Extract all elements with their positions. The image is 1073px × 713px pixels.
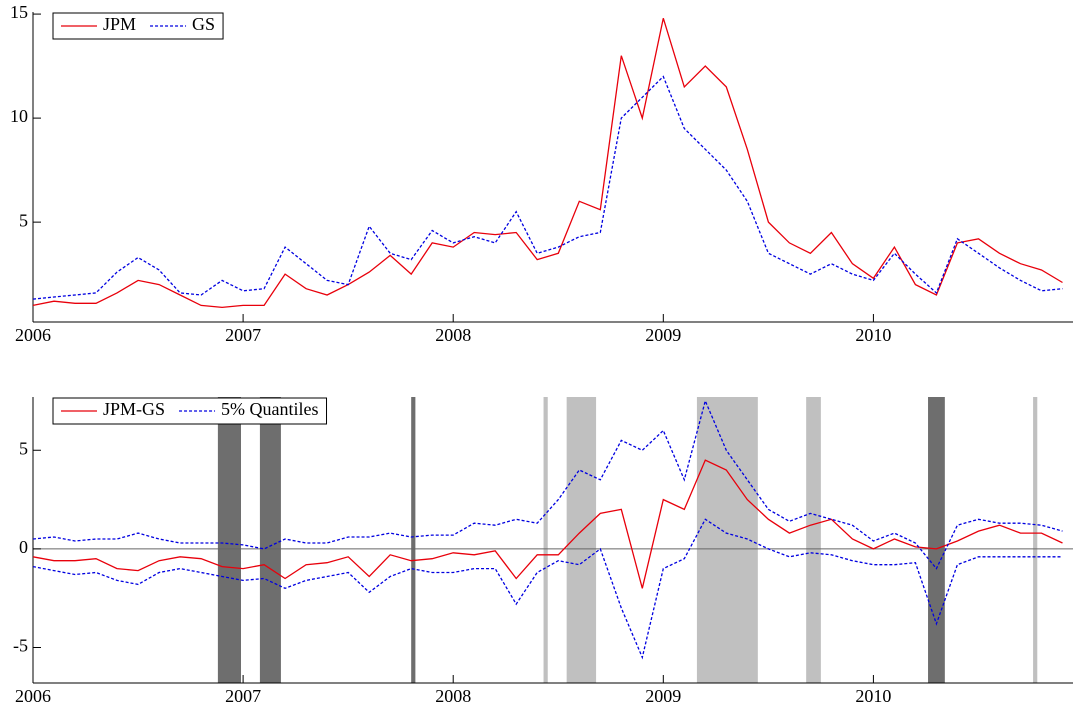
shaded-region <box>259 397 281 683</box>
y-tick-label: 15 <box>10 2 28 22</box>
x-tick-label: 2008 <box>435 686 471 706</box>
series-line <box>32 75 1063 300</box>
y-tick-label: -5 <box>13 636 28 656</box>
x-tick-label: 2007 <box>225 325 261 345</box>
series-line <box>32 459 1063 589</box>
x-tick-label: 2006 <box>15 686 51 706</box>
x-tick-label: 2008 <box>435 325 471 345</box>
x-tick-label: 2009 <box>645 686 681 706</box>
series-line <box>32 398 1063 570</box>
series-line <box>32 18 1063 309</box>
x-tick-label: 2010 <box>855 686 891 706</box>
y-tick-label: 5 <box>19 438 28 458</box>
shaded-region <box>217 397 241 683</box>
y-tick-label: 10 <box>10 106 28 126</box>
shaded-region <box>696 397 758 683</box>
y-tick-label: 0 <box>19 537 28 557</box>
legend-label: 5% Quantiles <box>221 399 318 419</box>
shaded-region <box>928 397 945 683</box>
x-tick-label: 2009 <box>645 325 681 345</box>
legend-label: JPM-GS <box>103 399 165 419</box>
x-tick-label: 2010 <box>855 325 891 345</box>
shaded-region <box>1033 397 1038 683</box>
shaded-region <box>806 397 821 683</box>
shaded-region <box>543 397 548 683</box>
shaded-region <box>411 397 416 683</box>
legend-label: JPM <box>103 14 136 34</box>
y-tick-label: 5 <box>19 210 28 230</box>
series-line <box>32 518 1063 660</box>
legend-box <box>52 12 224 40</box>
x-tick-label: 2006 <box>15 325 51 345</box>
x-tick-label: 2007 <box>225 686 261 706</box>
legend-label: GS <box>192 14 215 34</box>
shaded-region <box>566 397 597 683</box>
